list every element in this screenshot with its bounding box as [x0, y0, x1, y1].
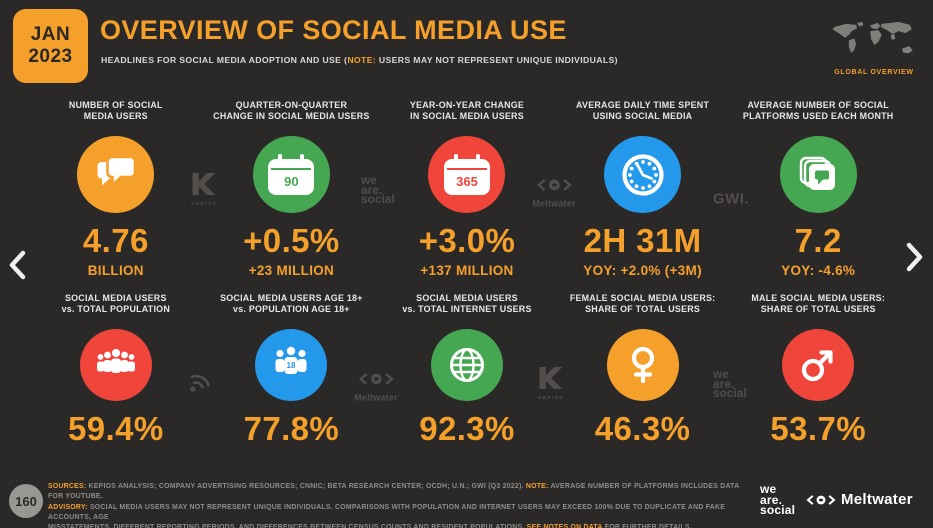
stat-subvalue: BILLION [87, 263, 144, 278]
chat-bubbles-icon [97, 155, 137, 188]
stat-card-18plus: SOCIAL MEDIA USERS AGE 18+ vs. POPULATIO… [204, 293, 380, 448]
meltwater-eye-icon [358, 373, 394, 385]
footnote-line: SOURCES: KEPIOS ANALYSIS; COMPANY ADVERT… [48, 483, 740, 501]
kepios-logo: KEPIOS [538, 367, 563, 401]
chevron-left-icon [9, 250, 26, 280]
stat-label: NUMBER OF SOCIAL MEDIA USERS [68, 100, 163, 121]
subtitle-note-label: NOTE: [347, 55, 377, 65]
stat-icon-circle [779, 136, 857, 213]
stat-label: AVERAGE NUMBER OF SOCIAL PLATFORMS USED … [742, 100, 894, 121]
stat-value: 46.3% [594, 410, 691, 447]
stat-label: SOCIAL MEDIA USERS vs. TOTAL INTERNET US… [402, 293, 532, 314]
date-badge: JAN 2023 [13, 9, 88, 83]
calendar-number: 365 [456, 173, 478, 189]
female-symbol-icon [631, 346, 654, 384]
meltwater-logo: Meltwater [532, 178, 575, 209]
we-are-social-logo: we are. social [713, 368, 747, 400]
calendar-90-icon: 90 [268, 153, 315, 196]
stat-icon-circle: 365 [428, 136, 506, 213]
stat-card-vs-internet-users: SOCIAL MEDIA USERS vs. TOTAL INTERNET US… [379, 293, 555, 448]
stat-value: 4.76 [82, 222, 149, 259]
stat-subvalue: YOY: +2.0% (+3M) [583, 263, 702, 278]
globe-icon [449, 348, 484, 382]
stat-icon-circle [79, 329, 152, 401]
stat-label: AVERAGE DAILY TIME SPENT USING SOCIAL ME… [576, 100, 710, 121]
stacked-apps-icon [799, 156, 836, 190]
stat-icon-circle [604, 136, 682, 213]
we-are-social-logo: we are. social [361, 174, 395, 206]
stat-label: SOCIAL MEDIA USERS AGE 18+ vs. POPULATIO… [220, 293, 363, 314]
meltwater-eye-icon [536, 179, 572, 191]
stat-label: FEMALE SOCIAL MEDIA USERS: SHARE OF TOTA… [569, 293, 716, 314]
meltwater-logo-footer: Meltwater [806, 491, 913, 508]
stat-value: 7.2 [794, 222, 842, 259]
stat-card-vs-population: SOCIAL MEDIA USERS vs. TOTAL POPULATION … [28, 293, 204, 448]
kepios-k-icon [539, 367, 562, 389]
subtitle: HEADLINES FOR SOCIAL MEDIA ADOPTION AND … [101, 55, 618, 65]
global-overview-label: GLOBAL OVERVIEW [834, 69, 914, 76]
signal-logo [187, 369, 213, 400]
page-title: OVERVIEW OF SOCIAL MEDIA USE [100, 15, 567, 45]
stat-label: SOCIAL MEDIA USERS vs. TOTAL POPULATION [61, 293, 170, 314]
people-18plus-icon: 18 [275, 346, 307, 374]
stat-label: MALE SOCIAL MEDIA USERS: SHARE OF TOTAL … [751, 293, 886, 314]
stats-row-2: SOCIAL MEDIA USERS vs. TOTAL POPULATION … [28, 293, 906, 448]
stat-subvalue: +23 MILLION [248, 263, 335, 278]
subtitle-text: HEADLINES FOR SOCIAL MEDIA ADOPTION AND … [101, 55, 348, 65]
stat-value: 92.3% [419, 410, 515, 447]
svg-text:18: 18 [287, 361, 296, 370]
stat-icon-circle [606, 329, 679, 401]
world-map-icon [826, 20, 923, 66]
stat-label: YEAR-ON-YEAR CHANGE IN SOCIAL MEDIA USER… [409, 100, 525, 121]
stat-card-qoq-change: QUARTER-ON-QUARTER CHANGE IN SOCIAL MEDI… [204, 100, 380, 278]
gwi-logo: GWI. [712, 190, 750, 208]
stat-card-yoy-change: YEAR-ON-YEAR CHANGE IN SOCIAL MEDIA USER… [379, 100, 555, 278]
footnote-line: MISSTATEMENTS, DIFFERENT REPORTING PERIO… [48, 524, 692, 528]
stat-icon-circle: 90 [252, 136, 330, 213]
we-are-social-logo-footer: we are. social [760, 482, 796, 517]
stat-subvalue: YOY: -4.6% [781, 263, 856, 278]
stat-card-female-share: FEMALE SOCIAL MEDIA USERS: SHARE OF TOTA… [555, 293, 731, 448]
meltwater-logo: Meltwater [354, 372, 397, 403]
stat-icon-circle [77, 136, 155, 213]
subtitle-text-rest: USERS MAY NOT REPRESENT UNIQUE INDIVIDUA… [376, 55, 618, 65]
calendar-365-icon: 365 [443, 153, 490, 196]
stat-card-male-share: MALE SOCIAL MEDIA USERS: SHARE OF TOTAL … [730, 293, 906, 448]
next-arrow[interactable] [903, 240, 927, 274]
date-month: JAN [30, 24, 71, 45]
stat-subvalue: +137 MILLION [420, 263, 514, 278]
stat-card-platforms-per-month: AVERAGE NUMBER OF SOCIAL PLATFORMS USED … [730, 100, 906, 278]
calendar-number: 90 [284, 173, 299, 189]
stats-row-1: NUMBER OF SOCIAL MEDIA USERS 4.76 BILLIO… [28, 100, 906, 278]
kepios-logo: KEPIOS [191, 173, 216, 207]
stat-value: 2H 31M [583, 222, 702, 259]
stat-icon-circle: 18 [255, 329, 328, 401]
chevron-right-icon [906, 242, 923, 272]
stat-value: +0.5% [243, 222, 340, 259]
footnotes: SOURCES: KEPIOS ANALYSIS; COMPANY ADVERT… [48, 482, 753, 528]
stat-value: 53.7% [770, 410, 866, 447]
stat-label: QUARTER-ON-QUARTER CHANGE IN SOCIAL MEDI… [213, 100, 370, 121]
date-year: 2023 [28, 46, 73, 67]
footnote-line: ADVISORY: SOCIAL MEDIA USERS MAY NOT REP… [48, 503, 726, 521]
prev-arrow[interactable] [5, 248, 29, 282]
people-group-icon [96, 348, 135, 373]
male-symbol-icon [802, 350, 833, 382]
signal-icon [190, 374, 210, 392]
stat-icon-circle [430, 329, 503, 401]
stat-value: 77.8% [243, 410, 340, 447]
stat-card-daily-time: AVERAGE DAILY TIME SPENT USING SOCIAL ME… [555, 100, 731, 278]
stat-value: 59.4% [68, 410, 164, 447]
page-number-badge: 160 [9, 484, 43, 518]
stat-icon-circle [782, 329, 855, 401]
stat-value: +3.0% [418, 222, 516, 259]
stat-card-social-users: NUMBER OF SOCIAL MEDIA USERS 4.76 BILLIO… [28, 100, 204, 278]
meltwater-eye-icon [806, 494, 836, 505]
clock-icon [621, 153, 664, 196]
kepios-k-icon [192, 173, 215, 195]
